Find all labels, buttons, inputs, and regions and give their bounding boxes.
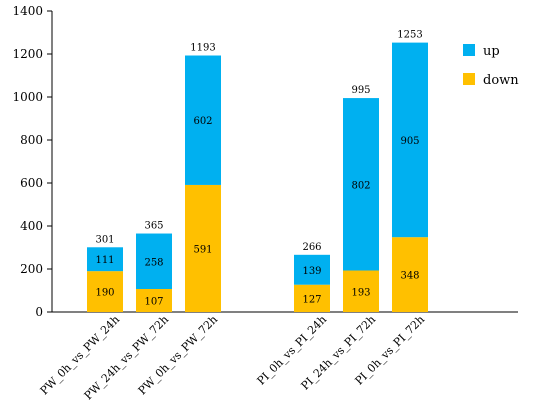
y-tick-label: 1400 [12,4,43,18]
bar-segment-up [87,247,123,272]
bars: 190 111 301 107 258 365 591 602 1193 127 139 266 193… [87,30,428,312]
total-label: 1253 [397,30,422,41]
bar-segment-down [136,288,172,312]
data-label-down: 190 [95,288,114,299]
bar-segment-up [136,233,172,289]
bar-segment-down [185,184,221,312]
data-label-down: 107 [144,296,163,307]
bar-segment-down [294,284,330,312]
bar-segment-up [294,254,330,285]
total-label: 995 [351,85,370,96]
bar-segment-down [87,271,123,312]
x-category-label: PW_24h_vs_PW_72h [82,313,171,402]
y-tick-label: 400 [20,219,43,233]
legend-label-down: down [483,73,519,88]
y-axis: 0 200 400 600 800 1000 1200 1400 [12,4,53,319]
bar-segment-up [343,98,379,271]
bar-segment-up [392,42,428,238]
y-tick-label: 1000 [12,90,43,104]
data-label-down: 127 [302,294,321,305]
y-tick-label: 600 [20,176,43,190]
x-axis: PW_0h_vs_PW_24hPW_24h_vs_PW_72hPW_0h_vs_… [38,311,518,402]
bar-segment-up [185,55,221,185]
legend-swatch-down [463,73,475,85]
data-label-up: 111 [95,255,114,266]
total-label: 266 [302,242,321,253]
data-label-down: 591 [193,244,212,255]
bar-segment-down [343,270,379,312]
y-tick-label: 800 [20,133,43,147]
legend-swatch-up [463,44,475,56]
data-label-up: 602 [193,116,212,127]
total-label: 1193 [190,43,215,54]
y-tick-label: 1200 [12,47,43,61]
x-category-label: PW_0h_vs_PW_24h [38,313,122,397]
total-label: 365 [144,221,163,232]
y-tick-label: 200 [20,262,43,276]
data-label-up: 905 [400,136,419,147]
legend-label-up: up [483,44,500,59]
data-label-up: 139 [302,266,321,277]
data-label-up: 258 [144,257,163,268]
total-label: 301 [95,234,114,245]
y-tick-label: 0 [35,305,43,319]
legend: up down [463,44,519,88]
data-label-up: 802 [351,180,370,191]
bar-segment-down [392,237,428,312]
data-label-down: 348 [400,271,419,282]
data-label-down: 193 [351,287,370,298]
